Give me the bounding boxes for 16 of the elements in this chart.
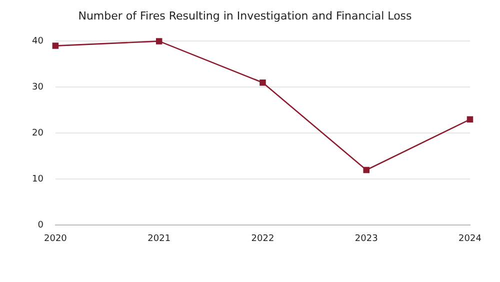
y-tick-label: 40: [32, 36, 44, 47]
x-tick-label: 2023: [354, 234, 378, 244]
x-tick-label: 2020: [44, 234, 68, 244]
y-tick-label: 10: [32, 174, 44, 185]
y-tick-label: 0: [38, 220, 44, 231]
x-tick-label: 2022: [251, 234, 274, 244]
chart-title: Number of Fires Resulting in Investigation and Financial Loss: [78, 9, 412, 22]
point: [260, 79, 266, 86]
x-tick-label: 2024: [458, 234, 482, 244]
point: [363, 166, 370, 174]
point: [52, 42, 59, 49]
y-tick-label: 30: [32, 82, 44, 93]
y-tick-label: 20: [32, 128, 44, 139]
point: [156, 38, 162, 44]
x-tick-label: 2021: [148, 234, 171, 244]
point: [466, 116, 474, 123]
